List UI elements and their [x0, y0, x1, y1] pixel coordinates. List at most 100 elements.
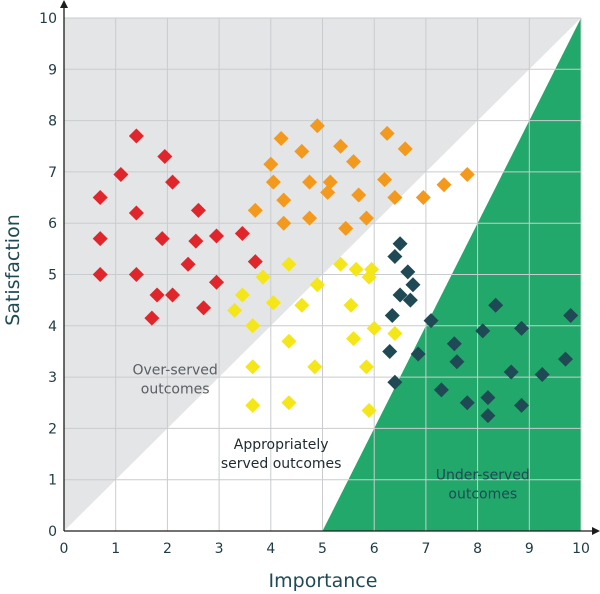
- data-point-orange: [309, 118, 325, 134]
- data-point-orange: [346, 154, 362, 170]
- data-point-orange: [263, 156, 279, 172]
- data-point-orange: [294, 143, 310, 159]
- y-tick-label: 4: [48, 319, 57, 335]
- data-point-dark-teal: [384, 308, 400, 324]
- data-point-dark-teal: [423, 313, 439, 329]
- y-tick-label: 5: [48, 268, 57, 284]
- data-point-yellow: [245, 397, 261, 413]
- data-point-orange: [273, 131, 289, 147]
- data-point-red: [128, 205, 144, 221]
- data-point-dark-teal: [402, 292, 418, 308]
- data-point-red: [209, 228, 225, 244]
- data-point-red: [113, 166, 129, 182]
- x-tick-label: 9: [525, 541, 534, 557]
- region-label-appropriately-served-outcomes: Appropriately: [234, 437, 329, 453]
- y-axis-title: Satisfaction: [2, 214, 24, 326]
- data-point-yellow: [281, 395, 297, 411]
- data-point-yellow: [333, 256, 349, 272]
- data-point-dark-teal: [446, 336, 462, 352]
- data-point-yellow: [361, 402, 377, 418]
- data-point-red: [180, 256, 196, 272]
- x-tick-label: 6: [370, 541, 379, 557]
- region-label-over-served-outcomes: outcomes: [141, 382, 210, 398]
- x-tick-label: 8: [473, 541, 482, 557]
- data-point-dark-teal: [400, 264, 416, 280]
- data-point-orange: [333, 138, 349, 154]
- data-point-orange: [351, 187, 367, 203]
- x-tick-label: 7: [421, 541, 430, 557]
- data-point-orange: [265, 174, 281, 190]
- data-point-red: [154, 231, 170, 247]
- data-point-dark-teal: [480, 408, 496, 424]
- data-point-red: [92, 190, 108, 206]
- data-point-red: [157, 149, 173, 165]
- data-point-red: [128, 267, 144, 282]
- data-point-yellow: [387, 325, 403, 341]
- y-tick-label: 8: [48, 114, 57, 130]
- grid-layer: [64, 17, 582, 531]
- data-point-yellow: [227, 302, 243, 318]
- data-point-dark-teal: [392, 287, 408, 303]
- data-point-dark-teal: [405, 277, 421, 293]
- x-tick-label: 0: [60, 541, 69, 557]
- data-point-red: [144, 310, 160, 326]
- data-point-dark-teal: [503, 364, 519, 380]
- x-axis-arrow-icon: [592, 527, 600, 535]
- data-point-yellow: [255, 269, 271, 285]
- data-point-dark-teal: [563, 308, 579, 324]
- data-point-yellow: [245, 318, 261, 334]
- data-point-yellow: [309, 277, 325, 293]
- data-point-orange: [302, 174, 318, 190]
- data-point-dark-teal: [534, 367, 550, 383]
- data-point-red: [209, 274, 225, 290]
- y-tick-label: 6: [48, 216, 57, 232]
- data-point-dark-teal: [557, 351, 573, 367]
- data-point-orange: [358, 210, 374, 226]
- data-point-red: [149, 287, 165, 303]
- data-point-yellow: [343, 297, 359, 313]
- data-point-yellow: [358, 359, 374, 375]
- data-point-orange: [276, 215, 292, 231]
- data-point-orange: [379, 125, 395, 141]
- data-point-dark-teal: [459, 395, 475, 411]
- data-point-red: [234, 225, 250, 241]
- y-tick-label: 3: [48, 370, 57, 386]
- data-point-dark-teal: [488, 297, 504, 313]
- data-point-yellow: [366, 320, 382, 336]
- x-tick-label: 10: [572, 541, 590, 557]
- data-point-red: [190, 202, 206, 218]
- data-point-dark-teal: [387, 249, 403, 265]
- data-point-yellow: [234, 287, 250, 303]
- x-tick-label: 1: [111, 541, 120, 557]
- y-axis-arrow-icon: [60, 0, 68, 8]
- data-point-dark-teal: [410, 346, 426, 362]
- x-tick-label: 2: [163, 541, 172, 557]
- data-point-orange: [338, 220, 354, 236]
- region-label-over-served-outcomes: Over-served: [133, 363, 218, 379]
- data-point-dark-teal: [480, 390, 496, 406]
- data-point-orange: [322, 174, 338, 190]
- data-point-yellow: [281, 333, 297, 349]
- data-point-dark-teal: [433, 382, 449, 398]
- data-point-dark-teal: [449, 354, 465, 370]
- data-point-orange: [302, 210, 318, 226]
- x-axis-title: Importance: [269, 570, 378, 592]
- y-tick-label: 7: [48, 165, 57, 181]
- data-point-orange: [320, 184, 336, 200]
- data-point-red: [128, 128, 144, 144]
- y-tick-label: 2: [48, 421, 57, 437]
- y-tick-label: 9: [48, 62, 57, 78]
- data-point-dark-teal: [514, 320, 530, 336]
- axes-layer: [60, 0, 600, 535]
- data-point-red: [196, 300, 212, 316]
- data-point-orange: [415, 190, 431, 206]
- region-label-appropriately-served-outcomes: served outcomes: [221, 456, 342, 472]
- x-tick-label: 3: [215, 541, 224, 557]
- data-point-red: [92, 231, 108, 247]
- data-point-yellow: [265, 295, 281, 311]
- tick-labels: 0 1 2 3 4 5 6 7 8 9 10 0 1 2 3 4 5 6 7 8 9 10: [39, 11, 590, 557]
- region-label-under-served-outcomes: Under-served: [436, 468, 530, 484]
- x-tick-label: 4: [266, 541, 275, 557]
- data-point-orange: [247, 202, 263, 218]
